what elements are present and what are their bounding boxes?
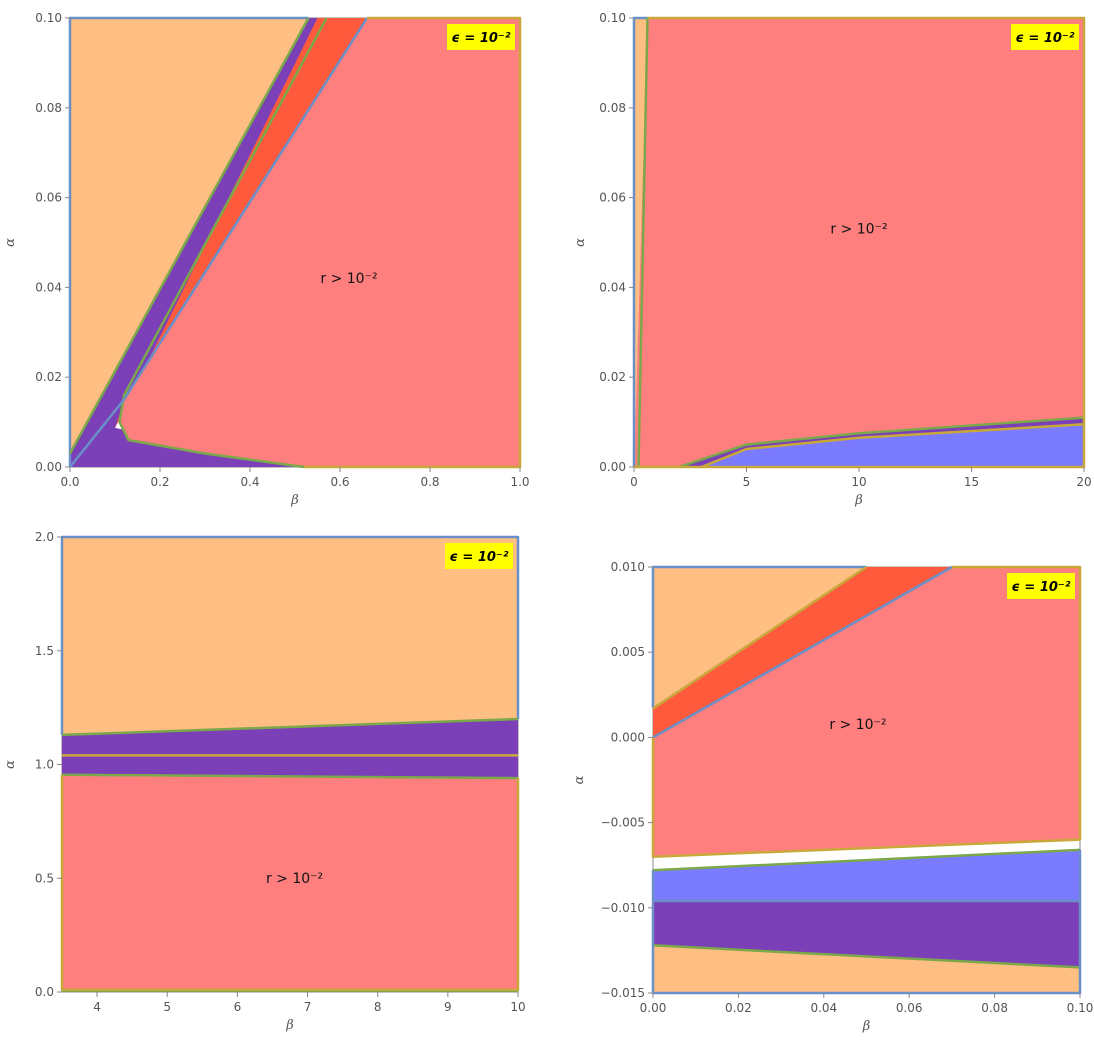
y-tick-label: 0.10 — [599, 11, 626, 25]
y-tick-label: 0.04 — [599, 280, 626, 294]
x-tick-label: 20 — [1076, 475, 1091, 489]
y-tick-label: 0.06 — [35, 191, 62, 205]
epsilon-badge-text: ϵ = 10⁻² — [450, 550, 509, 565]
epsilon-badge-text: ϵ = 10⁻² — [452, 31, 511, 46]
x-axis-title: β — [854, 493, 863, 508]
x-tick-label: 0.00 — [640, 1001, 667, 1015]
x-tick-label: 7 — [304, 1000, 312, 1014]
y-tick-label: 1.5 — [35, 644, 54, 658]
x-tick-label: 6 — [234, 1000, 242, 1014]
region-annotation: r > 10⁻² — [320, 271, 377, 287]
y-tick-label: 2.0 — [35, 530, 54, 544]
y-tick-label: 0.02 — [35, 370, 62, 384]
x-axis-title: β — [285, 1018, 294, 1033]
x-tick-label: 0.08 — [981, 1001, 1008, 1015]
x-tick-label: 0.0 — [60, 475, 79, 489]
x-tick-label: 0 — [630, 475, 638, 489]
y-tick-label: 1.0 — [35, 758, 54, 772]
y-tick-label: 0.06 — [599, 191, 626, 205]
x-tick-label: 9 — [444, 1000, 452, 1014]
region-annotation: r > 10⁻² — [829, 717, 886, 733]
plot-panel-top-right: 0 5 10 15 20 0.00 0.02 0.04 0.06 0.08 0.10 β α r > 10… — [573, 11, 1092, 508]
y-tick-label: 0.10 — [35, 11, 62, 25]
y-tick-label: 0.5 — [35, 871, 54, 885]
x-tick-label: 0.4 — [240, 475, 259, 489]
plot-panel-bottom-left: 4 5 6 7 8 9 10 0.0 0.5 1.0 1.5 2.0 β α r > 10⁻² ϵ = 10⁻… — [3, 530, 526, 1033]
y-tick-label: −0.010 — [601, 901, 645, 915]
y-tick-label: 0.00 — [35, 460, 62, 474]
x-axis-title: β — [862, 1019, 871, 1034]
region-annotation: r > 10⁻² — [830, 222, 887, 238]
x-tick-label: 0.2 — [150, 475, 169, 489]
y-tick-label: 0.0 — [35, 985, 54, 999]
x-tick-label: 10 — [851, 475, 866, 489]
y-tick-label: 0.000 — [611, 730, 645, 744]
x-tick-label: 5 — [743, 475, 751, 489]
y-tick-label: −0.015 — [601, 986, 645, 1000]
y-axis-title: α — [3, 760, 18, 769]
x-axis-title: β — [290, 493, 299, 508]
region-annotation: r > 10⁻² — [266, 871, 323, 887]
region-red-1 — [634, 18, 1084, 467]
y-axis-title: α — [3, 238, 18, 247]
epsilon-badge-text: ϵ = 10⁻² — [1012, 580, 1071, 595]
plot-panel-top-left: 0.0 0.2 0.4 0.6 0.8 1.0 0.00 0.02 0.04 0.06 0.08 0.… — [3, 11, 530, 508]
x-tick-label: 0.06 — [896, 1001, 923, 1015]
y-tick-label: 0.02 — [599, 370, 626, 384]
y-axis-title: α — [572, 775, 587, 784]
epsilon-badge-text: ϵ = 10⁻² — [1016, 31, 1075, 46]
y-tick-label: 0.04 — [35, 280, 62, 294]
y-tick-label: 0.00 — [599, 460, 626, 474]
x-tick-label: 0.8 — [420, 475, 439, 489]
y-tick-label: −0.005 — [601, 816, 645, 830]
x-tick-label: 5 — [163, 1000, 171, 1014]
x-tick-label: 0.02 — [725, 1001, 752, 1015]
y-tick-label: 0.005 — [611, 645, 645, 659]
x-tick-label: 4 — [93, 1000, 101, 1014]
x-tick-label: 15 — [964, 475, 979, 489]
x-tick-label: 0.04 — [810, 1001, 837, 1015]
y-tick-label: 0.08 — [599, 101, 626, 115]
x-tick-label: 10 — [510, 1000, 525, 1014]
y-tick-label: 0.010 — [611, 560, 645, 574]
x-tick-label: 0.10 — [1067, 1001, 1094, 1015]
y-tick-label: 0.08 — [35, 101, 62, 115]
x-tick-label: 0.6 — [330, 475, 349, 489]
y-axis-title: α — [573, 238, 588, 247]
x-tick-label: 1.0 — [510, 475, 529, 489]
plot-panel-bottom-right: 0.00 0.02 0.04 0.06 0.08 0.10 −0.015 −0.010 −0.0… — [572, 560, 1093, 1034]
x-tick-label: 8 — [374, 1000, 382, 1014]
